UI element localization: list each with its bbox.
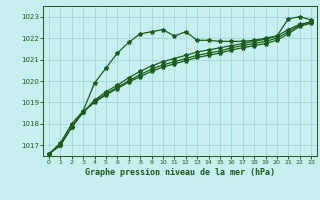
X-axis label: Graphe pression niveau de la mer (hPa): Graphe pression niveau de la mer (hPa) [85,168,275,177]
